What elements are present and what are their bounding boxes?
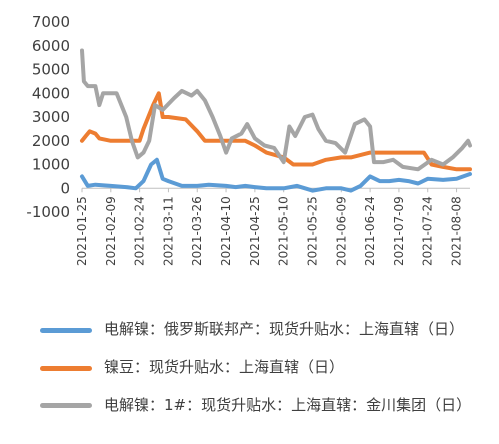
- legend-swatch-blue: [40, 328, 92, 333]
- y-tick-label: 7000: [32, 13, 70, 31]
- x-tick-label: 2021-02-24: [133, 196, 147, 266]
- y-tick-label: 4000: [32, 84, 70, 102]
- y-axis-ticks: -1000 0 1000 2000 3000 4000 5000 6000 7000: [26, 13, 70, 221]
- series-line-2: [80, 91, 472, 172]
- x-tick-label: 2021-06-09: [334, 196, 348, 266]
- legend-swatch-orange: [40, 366, 92, 371]
- x-tick-label: 2021-02-09: [104, 196, 118, 266]
- y-tick-label: -1000: [26, 203, 70, 221]
- series-lines: [80, 48, 472, 193]
- series-line-3: [80, 48, 472, 172]
- series-line-1: [80, 157, 472, 193]
- line-chart: -1000 0 1000 2000 3000 4000 5000 6000 7000 2021-…: [26, 13, 472, 266]
- x-tick-label: 2021-03-11: [161, 196, 175, 266]
- x-tick-label: 2021-03-26: [190, 196, 204, 266]
- x-tick-label: 2021-01-25: [75, 196, 89, 266]
- legend-label: 电解镍：俄罗斯联邦产：现货升贴水：上海直辖（日）: [104, 320, 465, 338]
- y-tick-label: 6000: [32, 37, 70, 55]
- y-tick-label: 1000: [32, 156, 70, 174]
- x-tick-label: 2021-05-10: [277, 196, 291, 266]
- x-tick-label: 2021-06-24: [363, 196, 377, 266]
- y-tick-label: 5000: [32, 61, 70, 79]
- y-tick-label: 2000: [32, 132, 70, 150]
- x-tick-label: 2021-08-08: [450, 196, 464, 266]
- x-tick-label: 2021-07-09: [392, 196, 406, 266]
- legend-label: 镍豆：现货升贴水：上海直辖（日）: [104, 358, 345, 376]
- legend-swatch-gray: [40, 403, 92, 408]
- x-axis-tick-marks: [81, 188, 458, 193]
- legend-label: 电解镍：1#：现货升贴水：上海直辖：金川集团（日）: [104, 396, 472, 414]
- x-tick-label: 2021-04-10: [219, 196, 233, 266]
- x-tick-label: 2021-05-25: [305, 196, 319, 266]
- y-tick-label: 3000: [32, 108, 70, 126]
- y-tick-label: 0: [60, 179, 70, 197]
- x-axis-tick-labels: 2021-01-25 2021-02-09 2021-02-24 2021-03-11…: [75, 196, 464, 266]
- x-tick-label: 2021-07-24: [421, 196, 435, 266]
- x-tick-label: 2021-04-25: [248, 196, 262, 266]
